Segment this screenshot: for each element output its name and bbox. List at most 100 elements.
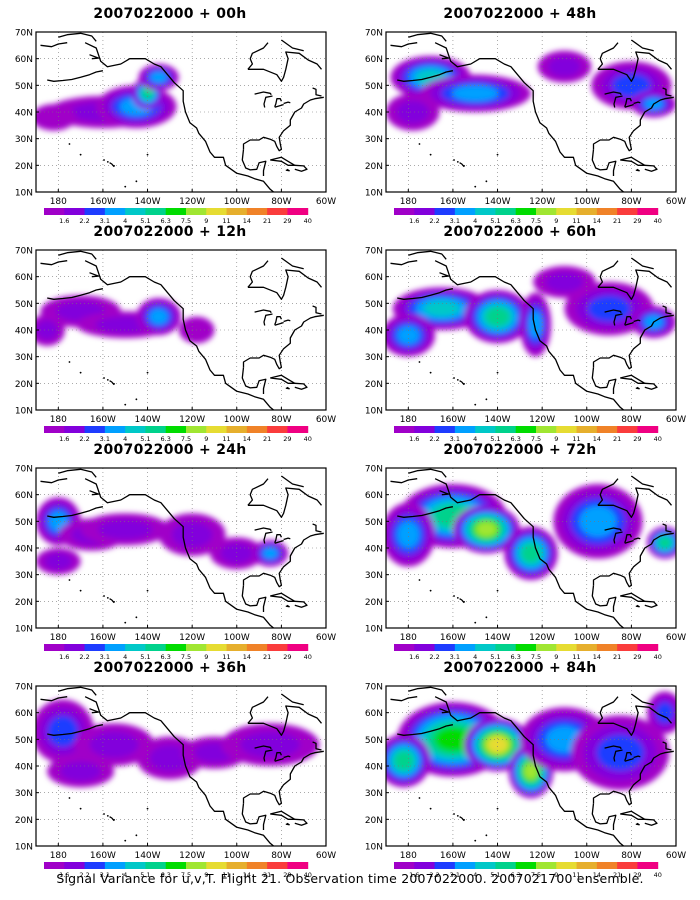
legend-swatch — [165, 426, 187, 433]
y-tick-label: 30N — [365, 353, 383, 363]
legend-label: 2.2 — [429, 653, 439, 661]
legend-label: 14 — [243, 217, 251, 225]
coastline — [263, 749, 273, 762]
x-tick-label: 120W — [179, 197, 205, 207]
island-dot — [485, 616, 488, 619]
contour-region — [150, 71, 168, 83]
coastline — [624, 103, 634, 108]
coastline — [591, 149, 617, 176]
legend-swatch — [104, 644, 126, 651]
x-tick-label: 140W — [134, 197, 160, 207]
legend-label: 4 — [473, 653, 477, 661]
legend-label: 4 — [473, 871, 477, 879]
island-dot — [146, 589, 149, 592]
x-tick-label: 140W — [134, 851, 160, 861]
y-tick-label: 50N — [365, 300, 383, 310]
legend-swatch — [104, 208, 126, 215]
legend-swatch — [165, 644, 187, 651]
y-tick-label: 50N — [15, 518, 33, 528]
coastline — [283, 755, 291, 759]
legend-label: 3.1 — [100, 871, 110, 879]
coastline — [624, 539, 634, 544]
y-tick-label: 20N — [15, 598, 33, 608]
legend-swatch — [475, 208, 496, 215]
legend-swatch — [287, 862, 309, 869]
panel-00h: 2007022000 + 00h 10N 20N 30N 40N 50N 60N 70N 18… — [0, 6, 340, 226]
x-tick-label: 160W — [90, 851, 116, 861]
y-tick-label: 10N — [365, 625, 383, 635]
x-tick-label: 60W — [666, 197, 686, 207]
panel-84h: 2007022000 + 84h 10N 20N 30N 40N 50N 60N 70N 18… — [350, 660, 690, 880]
y-tick-label: 60N — [15, 273, 33, 283]
legend-label: 11 — [222, 653, 230, 661]
y-tick-label: 70N — [15, 247, 33, 257]
x-tick-label: 100W — [224, 197, 250, 207]
contour-region — [36, 104, 77, 131]
legend-swatch — [495, 862, 517, 869]
panel-map: 10N 20N 30N 40N 50N 60N 70N 180 160W 140W 120W 100W… — [15, 247, 336, 444]
coastline — [40, 260, 68, 266]
legend-swatch — [454, 644, 476, 651]
legend-swatch — [495, 426, 517, 433]
legend-label: 1.6 — [409, 217, 419, 225]
legend-swatch — [617, 208, 638, 215]
x-tick-label: 100W — [574, 197, 600, 207]
legend-label: 11 — [222, 217, 230, 225]
coastlines — [40, 32, 324, 192]
y-tick-label: 60N — [365, 55, 383, 65]
coastline — [635, 386, 640, 390]
island-dot — [79, 153, 82, 156]
legend-label: 6.3 — [161, 217, 171, 225]
coastline — [613, 749, 623, 762]
contour-region — [397, 326, 420, 345]
legend-label: 4 — [123, 217, 127, 225]
legend-label: 40 — [654, 435, 662, 443]
island-dot — [124, 403, 127, 406]
y-tick-label: 40N — [15, 327, 33, 337]
legend-swatch — [186, 426, 207, 433]
coastline — [242, 96, 324, 152]
legend-label: 3.1 — [100, 217, 110, 225]
y-tick-label: 60N — [365, 709, 383, 719]
island-dot — [106, 814, 109, 817]
contour-region — [434, 726, 472, 752]
legend-label: 14 — [593, 653, 601, 661]
legend-label: 1.6 — [59, 435, 69, 443]
coastline — [613, 95, 623, 108]
legend-label: 40 — [304, 435, 312, 443]
legend-label: 7.5 — [531, 435, 541, 443]
legend-swatch — [637, 644, 659, 651]
legend-label: 9 — [554, 435, 558, 443]
y-tick-label: 30N — [15, 135, 33, 145]
island-dot — [485, 180, 488, 183]
x-tick-label: 160W — [90, 415, 116, 425]
legend-swatch — [596, 426, 618, 433]
coastline — [624, 757, 634, 762]
coastline — [662, 87, 672, 97]
legend-label: 2.2 — [79, 653, 89, 661]
coastline — [283, 537, 291, 541]
coastline — [40, 42, 68, 48]
legend-label: 4 — [123, 653, 127, 661]
legend-swatch — [637, 208, 659, 215]
legend-swatch — [576, 862, 598, 869]
legend-swatch — [434, 644, 456, 651]
island-dot — [135, 834, 138, 837]
color-legend: 1.6 2.2 3.1 4 5.1 6.3 7.5 9 11 14 21 29 40 — [44, 644, 312, 661]
panel-72h: 2007022000 + 72h 10N 20N 30N 40N 50N 60N 70N 18… — [350, 442, 690, 662]
legend-swatch — [414, 644, 436, 651]
legend-swatch — [536, 644, 557, 651]
legend-swatch — [475, 644, 496, 651]
legend-swatch — [267, 208, 288, 215]
coastline — [604, 91, 622, 96]
y-tick-label: 40N — [365, 109, 383, 119]
contour-region — [612, 73, 651, 97]
island-dot — [456, 378, 459, 381]
legend-swatch — [246, 862, 268, 869]
coastline — [294, 164, 308, 172]
legend-swatch — [267, 644, 288, 651]
legend-label: 1.6 — [409, 871, 419, 879]
y-tick-label: 40N — [365, 763, 383, 773]
legend-swatch — [637, 862, 659, 869]
coastline — [591, 803, 617, 830]
